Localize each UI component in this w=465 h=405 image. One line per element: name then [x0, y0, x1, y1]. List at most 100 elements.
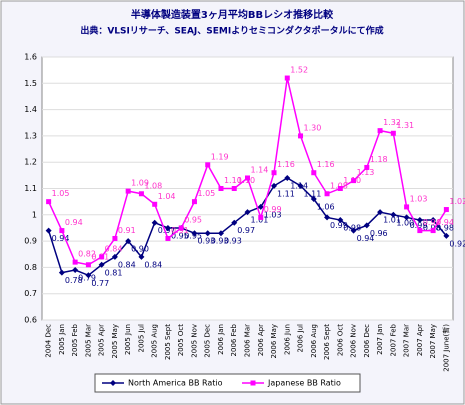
point — [430, 228, 436, 234]
point — [191, 230, 198, 237]
y-tick-label: 0.6 — [24, 316, 37, 325]
data-label: 1.31 — [396, 121, 414, 130]
x-tick-label: 2007 Apr — [416, 324, 424, 356]
point — [164, 224, 171, 231]
point — [430, 217, 437, 224]
x-tick-label: 2005 Feb — [71, 323, 79, 356]
data-label: 0.77 — [91, 279, 109, 288]
data-label: 0.79 — [78, 274, 96, 283]
point — [59, 228, 65, 234]
data-label: 0.90 — [131, 245, 149, 254]
x-tick-label: 2004 Dec — [45, 324, 53, 358]
point — [125, 238, 132, 245]
data-label: 0.94 — [65, 218, 83, 227]
y-tick-label: 1.2 — [24, 158, 37, 167]
point — [337, 217, 344, 224]
data-label: 1.16 — [317, 160, 335, 169]
data-label: 0.91 — [118, 226, 136, 235]
x-tick-label: 2006 Dec — [363, 324, 371, 358]
point — [217, 230, 224, 237]
point — [231, 219, 238, 226]
point — [72, 259, 78, 265]
x-tick-label: 2005 Mar — [84, 324, 92, 357]
y-tick-label: 0.8 — [24, 263, 37, 272]
y-tick-label: 0.9 — [24, 237, 37, 246]
point — [138, 253, 145, 260]
data-label: 0.95 — [184, 215, 202, 224]
data-label: 0.98 — [343, 224, 361, 233]
x-tick-label: 2005 Jul — [137, 324, 145, 353]
data-label: 0.92 — [449, 239, 465, 248]
point — [205, 162, 211, 168]
x-tick-label: 2005 Oct — [177, 324, 185, 356]
point — [310, 196, 317, 203]
data-label: 0.96 — [370, 229, 388, 238]
data-label: 0.94 — [423, 218, 441, 227]
data-label: 0.95 — [184, 231, 202, 240]
point — [58, 269, 65, 276]
point — [218, 186, 224, 191]
point — [85, 262, 91, 268]
x-tick-label: 2007 June(暫) — [441, 324, 450, 372]
x-tick-label: 2005 Dec — [204, 324, 212, 358]
x-tick-label: 2006 Aug — [310, 324, 318, 358]
data-label: 0.84 — [144, 260, 162, 269]
point — [178, 225, 184, 231]
point — [311, 170, 317, 176]
point — [404, 204, 410, 210]
x-tick-label: 2005 May — [111, 324, 119, 359]
point — [204, 230, 211, 237]
x-tick-label: 2007 Feb — [389, 323, 397, 356]
data-label: 0.94 — [436, 218, 454, 227]
data-label: 0.97 — [237, 226, 255, 235]
point — [138, 191, 144, 197]
x-tick-label: 2006 Apr — [257, 324, 265, 356]
point — [390, 130, 396, 136]
data-label: 0.99 — [264, 205, 282, 214]
point — [112, 235, 118, 241]
data-label: 0.93 — [211, 237, 229, 246]
data-label: 1.01 — [251, 216, 269, 225]
data-label: 1.08 — [144, 181, 162, 190]
data-label: 0.81 — [105, 268, 123, 277]
x-tick-label: 2005 Aug — [151, 324, 159, 358]
x-tick-label: 2006 Oct — [336, 324, 344, 356]
point — [443, 232, 450, 239]
y-tick-label: 1.5 — [24, 79, 37, 88]
data-label: 1.13 — [357, 168, 375, 177]
point — [98, 261, 105, 268]
chart-subtitle: 出典：VLSIリサーチ、SEAJ、SEMIよりセミコンダクタポータルにて作成 — [80, 25, 383, 37]
data-label: 0.95 — [171, 231, 189, 240]
data-label: 1.52 — [290, 66, 308, 75]
point — [377, 128, 383, 134]
point — [271, 170, 277, 176]
point — [111, 253, 118, 260]
point — [284, 174, 291, 181]
point — [377, 209, 384, 216]
point — [244, 209, 251, 216]
point — [191, 199, 197, 205]
point — [152, 201, 158, 207]
legend-marker — [250, 380, 256, 386]
point — [245, 175, 250, 181]
y-tick-label: 1.6 — [24, 53, 37, 62]
point — [45, 227, 52, 234]
data-label: 1.01 — [383, 216, 401, 225]
x-tick-label: 2005 Jun — [124, 324, 132, 355]
y-tick-label: 1.1 — [24, 184, 37, 193]
x-tick-label: 2005 Nov — [190, 324, 198, 358]
x-tick-label: 2005 Apr — [98, 324, 106, 356]
data-label: 1.05 — [52, 189, 70, 198]
point — [72, 267, 79, 274]
x-tick-label: 2006 Jan — [217, 324, 225, 355]
data-label: 1.09 — [131, 179, 149, 188]
point — [46, 199, 52, 205]
point — [350, 227, 357, 234]
point — [363, 222, 370, 229]
x-tick-label: 2006 Sept — [323, 324, 331, 360]
data-label: 1.19 — [211, 152, 229, 161]
point — [231, 186, 237, 191]
point — [390, 211, 397, 218]
point — [351, 178, 357, 184]
